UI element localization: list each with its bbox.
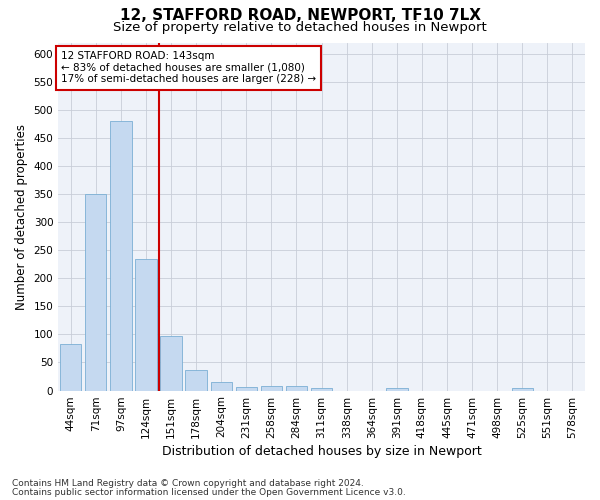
- Bar: [311, 388, 332, 390]
- Text: Contains public sector information licensed under the Open Government Licence v3: Contains public sector information licen…: [12, 488, 406, 497]
- Bar: [160, 336, 182, 390]
- Text: Size of property relative to detached houses in Newport: Size of property relative to detached ho…: [113, 21, 487, 34]
- X-axis label: Distribution of detached houses by size in Newport: Distribution of detached houses by size …: [162, 444, 481, 458]
- Bar: [236, 386, 257, 390]
- Bar: [185, 370, 207, 390]
- Bar: [85, 194, 106, 390]
- Text: 12, STAFFORD ROAD, NEWPORT, TF10 7LX: 12, STAFFORD ROAD, NEWPORT, TF10 7LX: [119, 8, 481, 23]
- Bar: [211, 382, 232, 390]
- Y-axis label: Number of detached properties: Number of detached properties: [15, 124, 28, 310]
- Bar: [60, 344, 82, 391]
- Text: Contains HM Land Registry data © Crown copyright and database right 2024.: Contains HM Land Registry data © Crown c…: [12, 479, 364, 488]
- Bar: [286, 386, 307, 390]
- Bar: [386, 388, 407, 390]
- Bar: [261, 386, 282, 390]
- Bar: [136, 258, 157, 390]
- Bar: [110, 121, 131, 390]
- Bar: [512, 388, 533, 390]
- Text: 12 STAFFORD ROAD: 143sqm
← 83% of detached houses are smaller (1,080)
17% of sem: 12 STAFFORD ROAD: 143sqm ← 83% of detach…: [61, 51, 316, 84]
